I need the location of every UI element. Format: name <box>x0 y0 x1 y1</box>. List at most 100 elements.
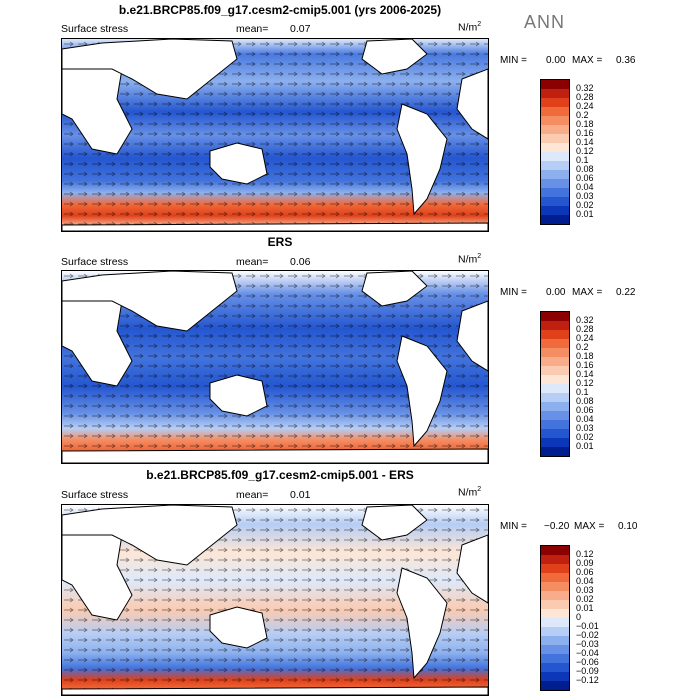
panel3-colorbar-swatch <box>541 582 569 591</box>
panel2-colorbar-swatch <box>541 420 569 429</box>
panel2-colorbar-swatch <box>541 357 569 366</box>
panel1-colorbar-tick: 0.18 <box>576 119 594 129</box>
panel2-colorbar-tick: 0.01 <box>576 441 594 451</box>
panel3-colorbar <box>540 545 570 691</box>
panel1-colorbar-swatch <box>541 188 569 197</box>
panel2-colorbar-swatch <box>541 411 569 420</box>
panel1-colorbar-swatch <box>541 134 569 143</box>
panel3-colorbar-tick: 0.01 <box>576 603 594 613</box>
panel3-colorbar-swatch <box>541 609 569 618</box>
panel3-colorbar-tick: 0.02 <box>576 594 594 604</box>
panel3-colorbar-swatch <box>541 672 569 681</box>
panel1-colorbar-tick: 0.01 <box>576 209 594 219</box>
panel2-colorbar-tick: 0.12 <box>576 378 594 388</box>
panel3-colorbar-tick: 0.12 <box>576 549 594 559</box>
panel3-colorbar-swatch <box>541 618 569 627</box>
panel3-min-value: −0.20 <box>544 521 570 532</box>
panel2-colorbar-swatch <box>541 375 569 384</box>
panel2-colorbar-tick: 0.02 <box>576 432 594 442</box>
panel2-colorbar-swatch <box>541 339 569 348</box>
panel2-colorbar-tick: 0.06 <box>576 405 594 415</box>
panel1-colorbar-tick: 0.1 <box>576 155 589 165</box>
panel3-colorbar-tick: 0.04 <box>576 576 594 586</box>
panel2-colorbar-swatch <box>541 429 569 438</box>
panel2-colorbar-swatch <box>541 330 569 339</box>
panel3-colorbar-swatch <box>541 564 569 573</box>
panel1-colorbar-swatch <box>541 107 569 116</box>
panel2-map <box>61 270 489 464</box>
panel2-colorbar-tick: 0.18 <box>576 351 594 361</box>
panel1-colorbar-swatch <box>541 215 569 224</box>
panel2-colorbar-swatch <box>541 447 569 456</box>
panel2-colorbar-swatch <box>541 312 569 321</box>
panel3-map <box>61 504 489 696</box>
panel3-colorbar-swatch <box>541 627 569 636</box>
panel3-variable-label: Surface stress <box>61 489 129 501</box>
panel3-colorbar-swatch <box>541 681 569 690</box>
panel1-colorbar-tick: 0.12 <box>576 146 594 156</box>
panel3-colorbar-tick: −0.03 <box>576 639 599 649</box>
panel3-max-value: 0.10 <box>618 521 638 532</box>
panel3-colorbar-swatch <box>541 654 569 663</box>
panel1-min-value: 0.00 <box>546 55 566 66</box>
panel1-units: N/m2 <box>458 21 482 34</box>
panel1-colorbar-swatch <box>541 170 569 179</box>
panel1-colorbar-tick: 0.04 <box>576 182 594 192</box>
panel3-max-label: MAX = <box>574 521 605 532</box>
panel2-colorbar-tick: 0.03 <box>576 423 594 433</box>
panel3-colorbar-swatch <box>541 573 569 582</box>
panel1-mean-value: 0.07 <box>290 23 311 35</box>
panel1-colorbar-swatch <box>541 80 569 89</box>
panel1-max-label: MAX = <box>572 55 603 66</box>
panel1-max-value: 0.36 <box>616 55 636 66</box>
panel1-mean-label: mean= <box>236 23 269 35</box>
panel2-colorbar-swatch <box>541 402 569 411</box>
season-label: ANN <box>524 12 566 32</box>
panel2-min-value: 0.00 <box>546 287 566 298</box>
panel3-colorbar-tick: 0.03 <box>576 585 594 595</box>
panel1-colorbar-swatch <box>541 125 569 134</box>
panel3-colorbar-tick: −0.04 <box>576 648 599 658</box>
panel2-colorbar-tick: 0.24 <box>576 333 594 343</box>
panel1-colorbar-swatch <box>541 197 569 206</box>
panel2-colorbar-tick: 0.28 <box>576 324 594 334</box>
panel2-colorbar-tick: 0.08 <box>576 396 594 406</box>
panel2-units: N/m2 <box>458 253 482 266</box>
panel1-colorbar-swatch <box>541 179 569 188</box>
panel3-colorbar-swatch <box>541 591 569 600</box>
panel2-colorbar-tick: 0.32 <box>576 315 594 325</box>
panel1-colorbar-tick: 0.08 <box>576 164 594 174</box>
panel2-mean-label: mean= <box>236 256 269 268</box>
panel1-colorbar-swatch <box>541 98 569 107</box>
panel2-max-label: MAX = <box>572 287 603 298</box>
panel3-min-label: MIN = <box>500 521 527 532</box>
panel1-colorbar-tick: 0.32 <box>576 83 594 93</box>
panel3-colorbar-swatch <box>541 600 569 609</box>
panel3-colorbar-swatch <box>541 636 569 645</box>
panel1-colorbar-tick: 0.03 <box>576 191 594 201</box>
panel1-min-label: MIN = <box>500 55 527 66</box>
panel1-colorbar-tick: 0.24 <box>576 101 594 111</box>
panel1-colorbar-swatch <box>541 206 569 215</box>
panel3-colorbar-swatch <box>541 645 569 654</box>
panel3-colorbar-swatch <box>541 555 569 564</box>
panel2-colorbar-swatch <box>541 348 569 357</box>
panel3-mean-value: 0.01 <box>290 489 311 501</box>
panel2-variable-label: Surface stress <box>61 256 129 268</box>
panel3-mean-label: mean= <box>236 489 269 501</box>
panel3-colorbar-swatch <box>541 546 569 555</box>
panel1-colorbar-tick: 0.02 <box>576 200 594 210</box>
panel1-colorbar-tick: 0.06 <box>576 173 594 183</box>
panel2-colorbar-swatch <box>541 393 569 402</box>
panel1-colorbar-swatch <box>541 143 569 152</box>
panel1-title: b.e21.BRCP85.f09_g17.cesm2-cmip5.001 (yr… <box>118 3 442 17</box>
panel3-colorbar-tick: 0.09 <box>576 558 594 568</box>
panel2-colorbar-tick: 0.16 <box>576 360 594 370</box>
panel1-colorbar-swatch <box>541 116 569 125</box>
panel1-variable-label: Surface stress <box>61 23 129 35</box>
panel3-title: b.e21.BRCP85.f09_g17.cesm2-cmip5.001 - E… <box>146 468 414 482</box>
panel3-colorbar-tick: −0.06 <box>576 657 599 667</box>
panel1-colorbar-tick: 0.16 <box>576 128 594 138</box>
panel1-colorbar-swatch <box>541 89 569 98</box>
panel1-colorbar-tick: 0.28 <box>576 92 594 102</box>
